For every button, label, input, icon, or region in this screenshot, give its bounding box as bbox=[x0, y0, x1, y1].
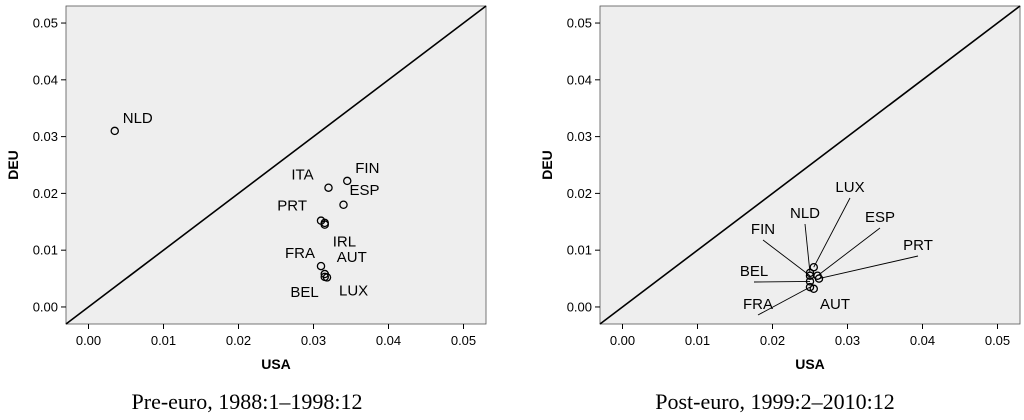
y-tick-label: 0.03 bbox=[567, 129, 592, 144]
y-tick-label: 0.03 bbox=[33, 129, 58, 144]
x-tick-label: 0.02 bbox=[760, 333, 785, 348]
leader-line bbox=[753, 280, 811, 283]
data-point bbox=[316, 261, 326, 271]
point-label: BEL bbox=[740, 263, 768, 280]
leader-line bbox=[804, 223, 811, 273]
x-axis-label: USA bbox=[795, 356, 825, 372]
point-label: ESP bbox=[350, 182, 380, 199]
point-label: NLD bbox=[123, 110, 153, 127]
point-label: LUX bbox=[835, 179, 864, 196]
x-tick-label: 0.00 bbox=[610, 333, 635, 348]
x-tick-label: 0.04 bbox=[910, 333, 935, 348]
data-point bbox=[814, 274, 824, 283]
leader-line bbox=[813, 197, 851, 268]
leader-line bbox=[762, 239, 811, 277]
data-point bbox=[322, 273, 332, 282]
x-tick-label: 0.03 bbox=[835, 333, 860, 348]
x-tick-label: 0.05 bbox=[985, 333, 1010, 348]
diagonal-line bbox=[65, 5, 487, 325]
point-label: PRT bbox=[277, 198, 307, 215]
x-tick-label: 0.04 bbox=[376, 333, 401, 348]
point-label: AUT bbox=[820, 296, 850, 313]
point-label: LUX bbox=[339, 282, 368, 299]
y-tick-label: 0.02 bbox=[33, 186, 58, 201]
point-label: AUT bbox=[337, 249, 367, 266]
x-tick-label: 0.01 bbox=[151, 333, 176, 348]
x-axis-label: USA bbox=[261, 356, 291, 372]
point-label: ITA bbox=[291, 167, 313, 184]
y-axis-label: DEU bbox=[539, 150, 555, 180]
y-tick-label: 0.00 bbox=[567, 299, 592, 314]
data-point bbox=[324, 183, 333, 192]
data-point bbox=[110, 126, 120, 136]
y-tick-label: 0.02 bbox=[567, 186, 592, 201]
data-point bbox=[809, 284, 819, 294]
y-tick-label: 0.01 bbox=[33, 243, 58, 258]
y-tick-label: 0.01 bbox=[567, 243, 592, 258]
leader-line bbox=[757, 286, 811, 316]
y-tick-label: 0.04 bbox=[567, 72, 592, 87]
chart-caption: Post-euro, 1999:2–2010:12 bbox=[655, 389, 895, 414]
leader-line bbox=[817, 227, 881, 277]
x-tick-label: 0.03 bbox=[301, 333, 326, 348]
leader-line bbox=[818, 255, 919, 280]
x-tick-label: 0.05 bbox=[451, 333, 476, 348]
point-label: ESP bbox=[865, 209, 895, 226]
x-tick-label: 0.00 bbox=[76, 333, 101, 348]
data-point bbox=[809, 262, 819, 272]
y-tick-label: 0.05 bbox=[33, 16, 58, 31]
point-label: FIN bbox=[355, 160, 379, 177]
y-tick-label: 0.04 bbox=[33, 72, 58, 87]
point-label: NLD bbox=[790, 205, 820, 222]
point-label: FIN bbox=[751, 221, 775, 238]
x-tick-label: 0.01 bbox=[685, 333, 710, 348]
diagonal-line bbox=[599, 5, 1021, 325]
data-point bbox=[339, 200, 348, 209]
point-label: PRT bbox=[903, 237, 933, 254]
point-label: FRA bbox=[285, 245, 315, 262]
x-tick-label: 0.02 bbox=[226, 333, 251, 348]
y-tick-label: 0.05 bbox=[567, 16, 592, 31]
point-label: BEL bbox=[290, 284, 318, 301]
y-axis-label: DEU bbox=[5, 150, 21, 180]
chart-caption: Pre-euro, 1988:1–1998:12 bbox=[132, 389, 363, 414]
y-tick-label: 0.00 bbox=[33, 299, 58, 314]
point-label: IRL bbox=[333, 234, 356, 251]
point-label: FRA bbox=[743, 296, 773, 313]
data-point bbox=[342, 176, 352, 186]
data-point bbox=[320, 220, 329, 229]
